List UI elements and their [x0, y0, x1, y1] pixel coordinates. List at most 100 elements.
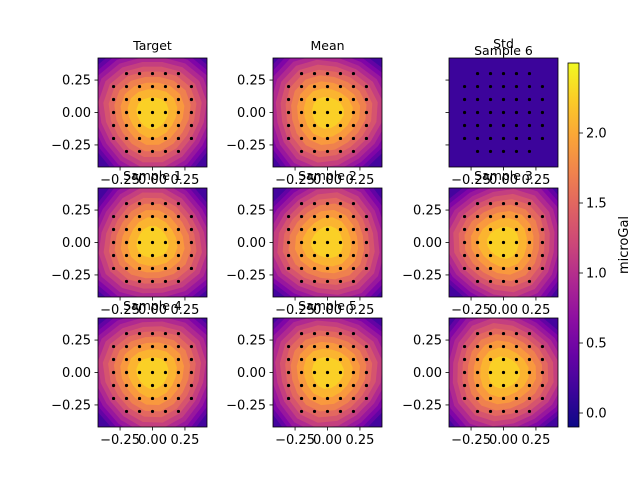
- station-point: [150, 136, 155, 141]
- station-point: [527, 253, 532, 258]
- station-point: [299, 71, 304, 76]
- station-point: [312, 227, 317, 232]
- station-point: [514, 97, 519, 102]
- station-point: [488, 71, 493, 76]
- station-point: [124, 71, 129, 76]
- y-tick-label: 0.25: [237, 334, 266, 349]
- station-point: [338, 409, 343, 414]
- station-points: [286, 331, 369, 414]
- station-point: [312, 370, 317, 375]
- station-point: [299, 214, 304, 219]
- x-tick-label: −0.25: [451, 173, 491, 188]
- station-point: [325, 357, 330, 362]
- station-point: [501, 266, 506, 271]
- station-point: [540, 136, 545, 141]
- station-point: [137, 201, 142, 206]
- station-point: [137, 240, 142, 245]
- station-point: [475, 201, 480, 206]
- station-point: [163, 240, 168, 245]
- station-point: [299, 357, 304, 362]
- station-point: [488, 136, 493, 141]
- station-point: [514, 396, 519, 401]
- station-point: [514, 110, 519, 115]
- station-point: [501, 370, 506, 375]
- station-point: [124, 227, 129, 232]
- contour-field: [98, 188, 207, 297]
- station-point: [488, 110, 493, 115]
- station-point: [501, 136, 506, 141]
- station-point: [514, 383, 519, 388]
- station-point: [325, 97, 330, 102]
- x-tick-label: 0.00: [313, 303, 342, 318]
- station-point: [351, 201, 356, 206]
- station-point: [299, 136, 304, 141]
- station-point: [163, 409, 168, 414]
- subplot-title: Sample 4: [123, 298, 182, 313]
- station-point: [364, 110, 369, 115]
- station-point: [111, 84, 116, 89]
- contour-field: [273, 188, 382, 297]
- x-tick-label: 0.00: [313, 433, 342, 448]
- station-point: [475, 357, 480, 362]
- station-point: [111, 240, 116, 245]
- station-point: [488, 123, 493, 128]
- station-point: [364, 214, 369, 219]
- x-tick-label: −0.25: [100, 303, 140, 318]
- station-point: [514, 240, 519, 245]
- station-point: [338, 84, 343, 89]
- station-point: [462, 253, 467, 258]
- station-point: [462, 240, 467, 245]
- station-point: [312, 409, 317, 414]
- station-point: [364, 97, 369, 102]
- station-point: [364, 84, 369, 89]
- station-point: [325, 409, 330, 414]
- station-point: [286, 266, 291, 271]
- station-point: [111, 344, 116, 349]
- station-point: [325, 84, 330, 89]
- station-point: [325, 136, 330, 141]
- station-point: [488, 370, 493, 375]
- station-point: [338, 383, 343, 388]
- station-point: [488, 344, 493, 349]
- subplot-grid: −0.250.00 0.250.250.00−0.25Target−0.250.0…: [51, 36, 559, 448]
- station-point: [312, 357, 317, 362]
- station-point: [540, 227, 545, 232]
- station-point: [514, 149, 519, 154]
- y-tick-label: 0.00: [237, 236, 266, 251]
- station-point: [176, 214, 181, 219]
- station-point: [111, 97, 116, 102]
- station-point: [163, 110, 168, 115]
- station-point: [189, 357, 194, 362]
- station-points: [462, 331, 545, 414]
- station-point: [540, 214, 545, 219]
- station-point: [124, 344, 129, 349]
- station-point: [286, 383, 291, 388]
- station-point: [514, 84, 519, 89]
- station-point: [351, 253, 356, 258]
- station-point: [527, 136, 532, 141]
- station-point: [150, 331, 155, 336]
- station-points: [111, 71, 194, 154]
- station-point: [150, 357, 155, 362]
- station-point: [299, 149, 304, 154]
- station-point: [124, 149, 129, 154]
- station-point: [137, 331, 142, 336]
- station-point: [176, 331, 181, 336]
- station-point: [163, 123, 168, 128]
- station-point: [527, 357, 532, 362]
- station-point: [176, 149, 181, 154]
- station-point: [150, 279, 155, 284]
- station-point: [111, 357, 116, 362]
- y-tick-label: 0.25: [62, 74, 91, 89]
- station-point: [124, 253, 129, 258]
- station-point: [527, 214, 532, 219]
- y-tick-label: 0.25: [62, 334, 91, 349]
- station-point: [176, 357, 181, 362]
- station-point: [514, 214, 519, 219]
- station-point: [488, 409, 493, 414]
- station-point: [351, 227, 356, 232]
- station-point: [286, 253, 291, 258]
- station-point: [351, 97, 356, 102]
